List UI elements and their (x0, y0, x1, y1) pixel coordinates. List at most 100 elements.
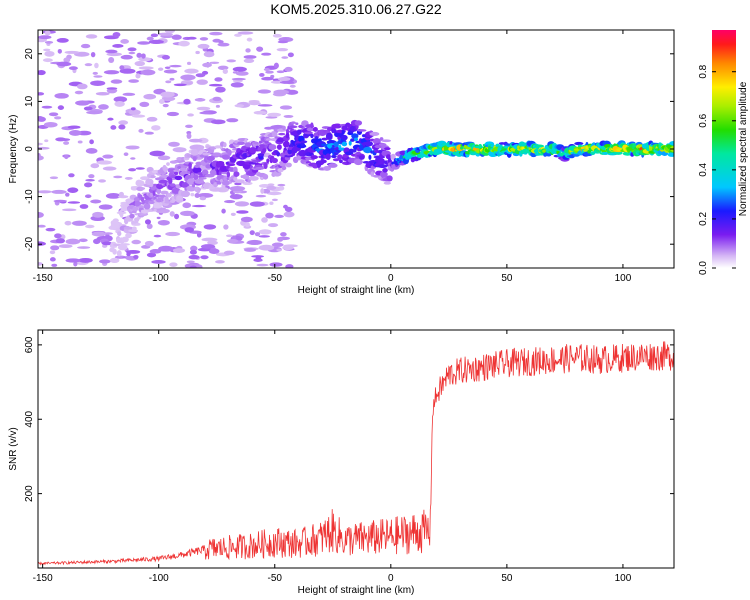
noise-speckle (55, 238, 66, 244)
y-tick-label: 600 (24, 336, 35, 353)
noise-speckle (42, 58, 53, 63)
noise-speckle (223, 250, 235, 256)
x-tick-label: 50 (501, 273, 513, 284)
noise-speckle (234, 104, 245, 108)
noise-speckle (68, 173, 75, 178)
spectral-cell (289, 125, 298, 129)
noise-speckle (157, 155, 171, 161)
noise-speckle (41, 105, 53, 109)
noise-speckle (67, 201, 81, 204)
spectral-cell (168, 177, 173, 185)
noise-speckle (138, 66, 154, 70)
noise-speckle (266, 191, 282, 196)
x-tick-label: 100 (615, 573, 632, 584)
noise-speckle (189, 249, 197, 255)
noise-speckle (169, 64, 182, 68)
spectral-cell (282, 125, 286, 131)
noise-speckle (289, 84, 296, 88)
spectral-cell (281, 165, 287, 171)
noise-speckle (276, 70, 285, 74)
spectral-cell (295, 122, 299, 126)
spectral-cell (331, 154, 337, 159)
spectral-cell (303, 131, 314, 135)
noise-speckle (180, 210, 195, 216)
y-tick-label: 400 (24, 410, 35, 427)
noise-speckle (255, 194, 267, 198)
noise-speckle (225, 234, 233, 238)
spectral-cell (271, 131, 278, 138)
noise-speckle (214, 77, 223, 82)
noise-speckle (255, 256, 262, 260)
spectral-cell (221, 154, 231, 160)
spectral-cell (348, 140, 352, 146)
noise-speckle (110, 79, 123, 84)
noise-speckle (212, 96, 222, 102)
spectral-cell (364, 141, 374, 147)
noise-speckle (49, 250, 56, 255)
spectral-cell (129, 213, 135, 219)
noise-speckle (273, 89, 289, 95)
noise-speckle (184, 68, 199, 74)
y-tick-label: 0 (24, 146, 35, 152)
noise-speckle (157, 32, 174, 36)
noise-speckle (119, 65, 125, 70)
spectral-cell (181, 181, 190, 188)
noise-speckle (57, 105, 65, 110)
noise-speckle (164, 66, 171, 70)
noise-speckle (54, 93, 69, 99)
noise-speckle (144, 240, 154, 247)
noise-speckle (49, 176, 59, 180)
noise-speckle (79, 204, 89, 209)
noise-speckle (58, 244, 73, 249)
x-tick-label: 0 (388, 273, 394, 284)
spectral-cell (121, 236, 129, 243)
spectral-cell (333, 123, 342, 129)
noise-speckle (128, 51, 136, 55)
noise-speckle (242, 181, 253, 186)
noise-speckle (135, 167, 145, 170)
noise-speckle (44, 30, 51, 36)
noise-speckle (127, 47, 137, 52)
noise-speckle (234, 33, 242, 37)
noise-speckle (86, 110, 103, 115)
noise-speckle (256, 263, 269, 267)
spectral-cell (160, 190, 169, 195)
spectral-cell (282, 141, 290, 148)
spectral-cell (214, 145, 222, 149)
noise-speckle (110, 125, 117, 130)
spectral-cell (150, 181, 154, 188)
noise-speckle (38, 146, 50, 150)
noise-speckle (108, 56, 115, 63)
spectral-cell (574, 141, 584, 146)
noise-speckle (76, 83, 88, 90)
spectral-cell (116, 250, 122, 257)
noise-speckle (203, 51, 215, 58)
spectral-cell (262, 173, 269, 180)
spectral-cell (109, 257, 120, 264)
noise-speckle (173, 83, 187, 87)
noise-speckle (194, 193, 200, 198)
spectral-cell (325, 132, 333, 140)
noise-speckle (253, 110, 267, 115)
noise-speckle (64, 50, 80, 54)
noise-speckle (105, 49, 118, 54)
spectral-cell (226, 163, 236, 167)
noise-speckle (199, 111, 212, 115)
spectral-cell (460, 146, 464, 150)
colorbar: 0.0 0.2 0.4 0.6 0.8 Normalized spectral ampl… (698, 30, 749, 275)
y-tick-label: 20 (24, 48, 35, 60)
spectral-cell (378, 158, 385, 165)
spectral-cell (310, 122, 314, 129)
noise-speckle (269, 201, 274, 206)
noise-speckle (231, 235, 237, 240)
y-tick-label: 10 (24, 95, 35, 107)
noise-speckle (201, 237, 218, 242)
spectral-cell (152, 190, 156, 196)
noise-speckle (84, 182, 93, 188)
noise-speckle (187, 113, 194, 117)
noise-speckle (172, 248, 186, 253)
spectral-cell (112, 248, 117, 255)
colorbar-label: Normalized spectral amplitude (738, 81, 749, 216)
noise-speckle (156, 216, 161, 220)
noise-speckle (158, 67, 164, 71)
